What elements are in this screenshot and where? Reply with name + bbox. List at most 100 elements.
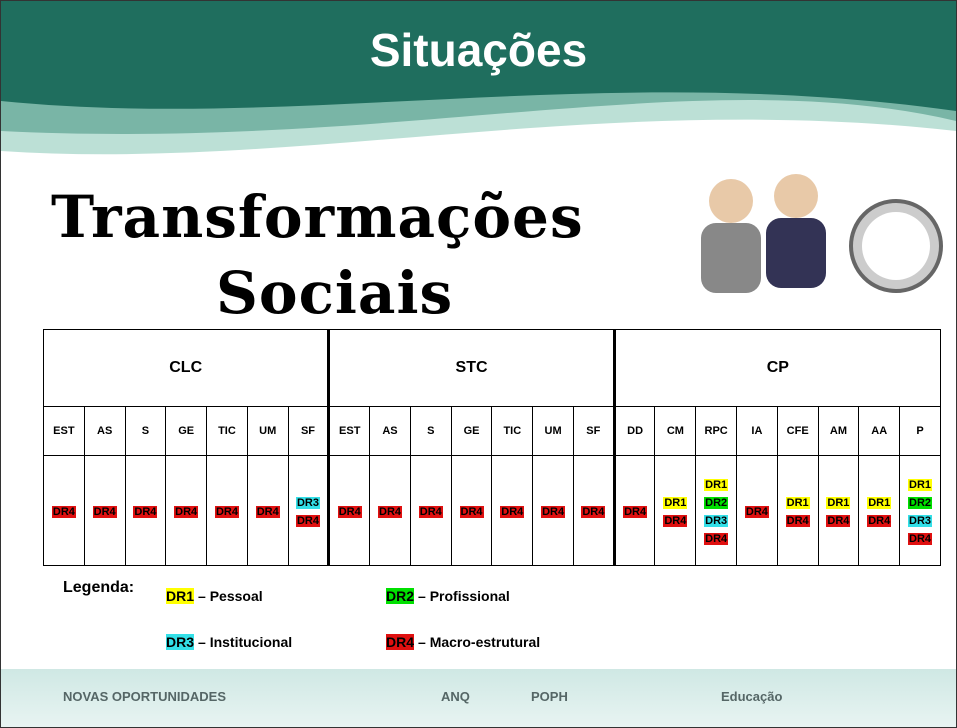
logo: Educação xyxy=(721,689,783,704)
subtitle: Sociais xyxy=(216,259,454,327)
header-swoosh xyxy=(1,1,956,155)
tag: DR4 xyxy=(663,514,688,527)
column-header: S xyxy=(409,406,452,456)
tag: DR4 xyxy=(51,505,76,518)
cell: DR4 xyxy=(124,455,167,566)
tag: DR4 xyxy=(295,514,320,527)
cell: DR4 xyxy=(532,455,574,566)
cell: DR4 xyxy=(327,455,371,566)
title: Situações xyxy=(369,24,588,76)
column-header: AS xyxy=(83,406,126,456)
tag: DR4 xyxy=(255,505,280,518)
tag: DR4 xyxy=(214,505,239,518)
cell: DR3 DR4 xyxy=(287,455,330,566)
cell: DR4 xyxy=(369,455,411,566)
cell: DR4 xyxy=(43,455,85,566)
column-header: UM xyxy=(246,406,289,456)
column-header: P xyxy=(899,406,941,456)
legend-text: – Pessoal xyxy=(198,588,263,604)
logo: ANQ xyxy=(441,689,470,704)
cell: DR4 xyxy=(572,455,615,566)
column-header: EST xyxy=(43,406,85,456)
column-header: AM xyxy=(817,406,860,456)
legend-text: – Institucional xyxy=(198,634,293,650)
tag: DR4 xyxy=(541,505,566,518)
tag: DR4 xyxy=(908,532,933,545)
tag: DR2 xyxy=(908,496,933,509)
cell: DR4 xyxy=(450,455,493,566)
tag: DR1 xyxy=(663,496,688,509)
column-header: SF xyxy=(572,406,615,456)
legend-code: DR2 xyxy=(386,588,415,604)
tag: DR4 xyxy=(744,505,769,518)
column-header: GE xyxy=(450,406,493,456)
cell: DR1 DR4 xyxy=(654,455,697,566)
cell: DR4 xyxy=(206,455,248,566)
tag: DR4 xyxy=(785,514,810,527)
column-header: RPC xyxy=(695,406,738,456)
legend-text: – Macro-estrutural xyxy=(418,634,541,650)
tag: DR3 xyxy=(295,496,320,509)
group-header: STC xyxy=(327,329,615,407)
column-header: TIC xyxy=(491,406,534,456)
cell: DR4 xyxy=(491,455,534,566)
group-header: CP xyxy=(612,329,942,407)
group-row: CLC STC CP xyxy=(42,329,942,407)
footer xyxy=(1,669,956,727)
column-header: CFE xyxy=(776,406,819,456)
tag: DR4 xyxy=(704,532,729,545)
tag: DR4 xyxy=(174,505,199,518)
legend-code: DR1 xyxy=(166,588,195,604)
cell: DR4 xyxy=(165,455,208,566)
legend-item: DR2– Profissional xyxy=(386,588,510,604)
column-header: S xyxy=(124,406,167,456)
tag: DR4 xyxy=(581,505,606,518)
subtitle: Transformações xyxy=(51,183,584,251)
tag: DR1 xyxy=(867,496,892,509)
tag: DR4 xyxy=(500,505,525,518)
cell: DR1 DR2 DR3 DR4 xyxy=(695,455,738,566)
legend-label: Legenda: xyxy=(63,579,135,596)
clipart xyxy=(701,174,943,293)
cell: DR4 xyxy=(246,455,289,566)
tag: DR3 xyxy=(908,514,933,527)
legend-text: – Profissional xyxy=(418,588,510,604)
tag: DR1 xyxy=(785,496,810,509)
column-header: GE xyxy=(165,406,208,456)
tag: DR3 xyxy=(704,514,729,527)
cell: DR4 xyxy=(409,455,452,566)
cell-row: DR4 DR4 DR4 DR4 DR4 DR4 DR3 DR4 DR4 DR4 DR4 DR4 DR4 D… xyxy=(43,455,941,566)
logo: POPH xyxy=(531,689,568,704)
group-header: CLC xyxy=(42,329,330,407)
column-header: SF xyxy=(287,406,330,456)
tag: DR2 xyxy=(704,496,729,509)
legend-item: DR4– Macro-estrutural xyxy=(386,634,540,650)
tag: DR4 xyxy=(826,514,851,527)
column-header: CM xyxy=(654,406,697,456)
column-header: DD xyxy=(612,406,656,456)
tag: DR1 xyxy=(704,478,729,491)
cell: DR4 xyxy=(736,455,778,566)
cell: DR1 DR2 DR3 DR4 xyxy=(899,455,941,566)
cell: DR1 DR4 xyxy=(817,455,860,566)
tag: DR1 xyxy=(826,496,851,509)
column-header: TIC xyxy=(206,406,248,456)
cell: DR4 xyxy=(83,455,126,566)
cell: DR1 DR4 xyxy=(776,455,819,566)
cell: DR1 DR4 xyxy=(858,455,901,566)
legend-item: DR1– Pessoal xyxy=(166,588,263,604)
column-header: UM xyxy=(532,406,574,456)
tag: DR4 xyxy=(867,514,892,527)
tag: DR4 xyxy=(337,505,362,518)
tag: DR4 xyxy=(459,505,484,518)
logo: NOVAS OPORTUNIDADES xyxy=(63,689,226,704)
column-header: AS xyxy=(369,406,411,456)
tag: DR4 xyxy=(378,505,403,518)
tag: DR4 xyxy=(623,505,648,518)
data-table: CLC STC CP EST AS S GE TIC UM SF EST AS S GE TIC UM SF DD… xyxy=(42,329,942,566)
column-header: IA xyxy=(736,406,778,456)
cell: DR4 xyxy=(612,455,656,566)
tag: DR4 xyxy=(418,505,443,518)
column-header: EST xyxy=(327,406,371,456)
